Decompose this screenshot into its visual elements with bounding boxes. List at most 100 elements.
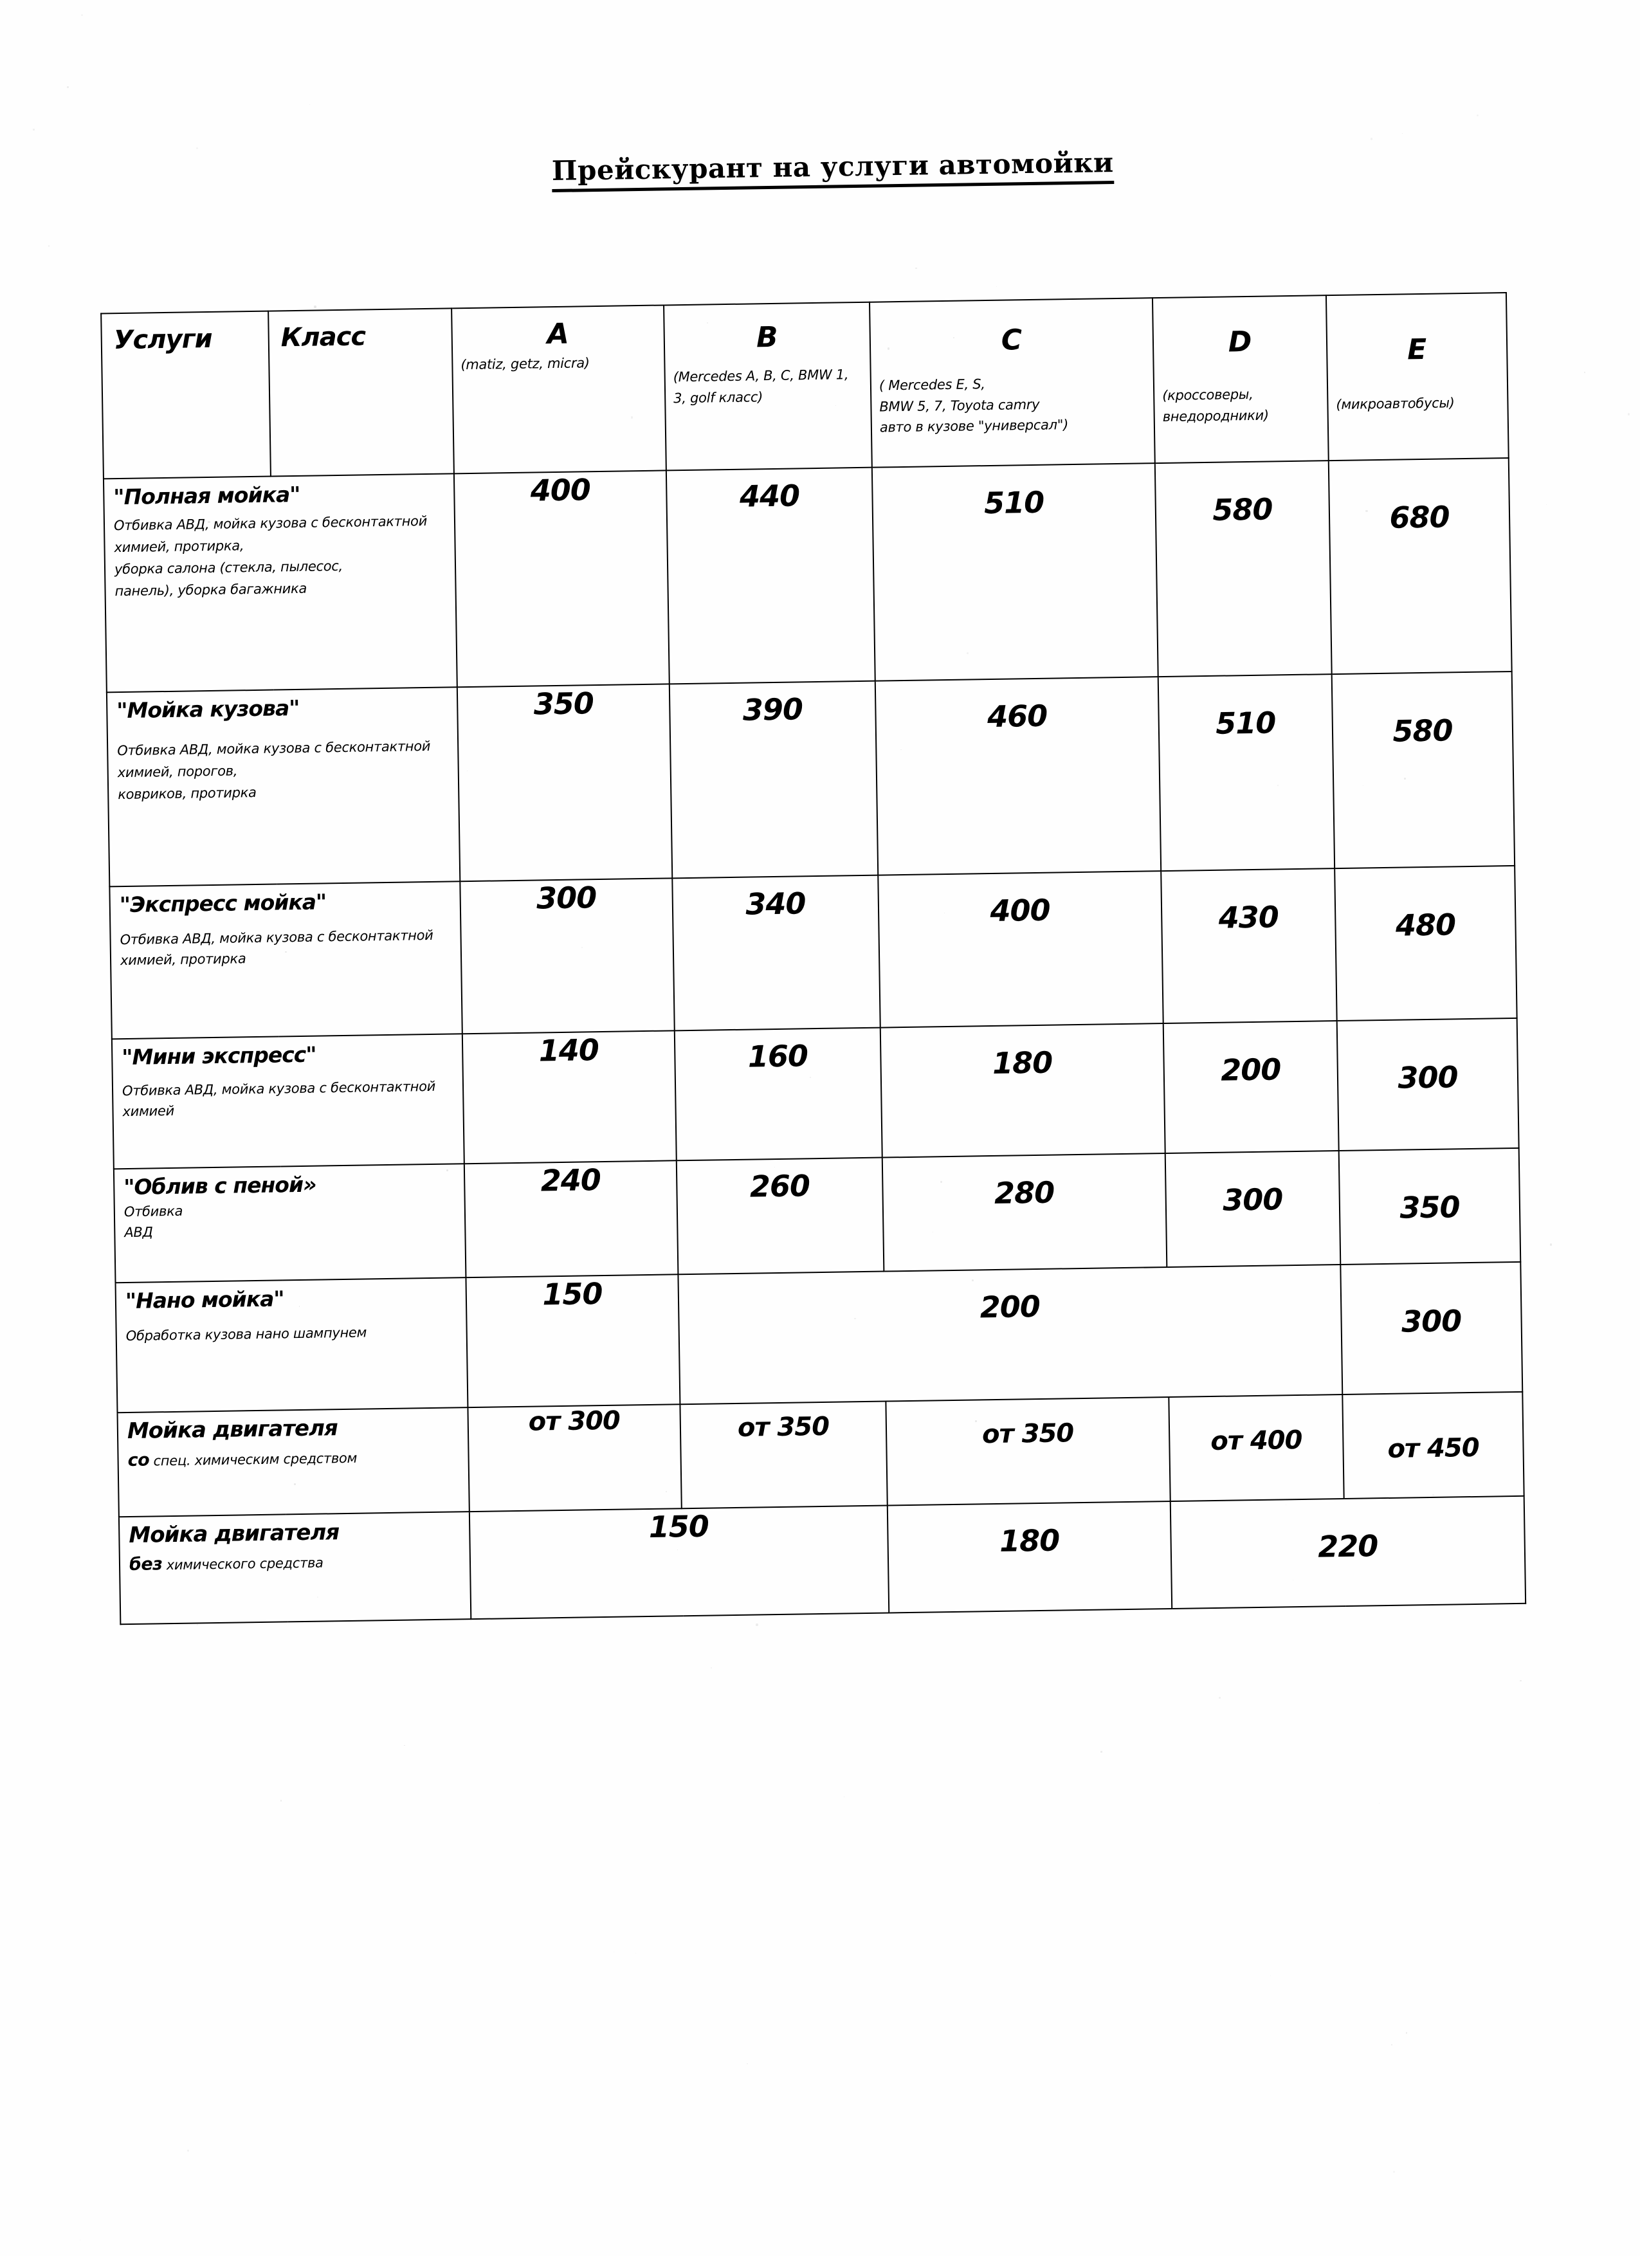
price-cell: 260 xyxy=(677,1158,884,1275)
price-cell: 680 xyxy=(1329,458,1512,674)
price-value: от 450 xyxy=(1343,1393,1523,1465)
price-value: 140 xyxy=(463,1031,675,1069)
price-cell: 350 xyxy=(1339,1148,1521,1265)
price-value: 680 xyxy=(1329,459,1509,536)
service-description: Отбивка АВД, мойка кузова с бесконтактно… xyxy=(105,506,455,606)
price-cell: 390 xyxy=(670,681,878,879)
price-cell: 400 xyxy=(878,871,1163,1028)
header-cell-services: Услуги xyxy=(101,311,271,479)
price-value: 300 xyxy=(1341,1263,1521,1340)
price-cell-merged: 200 xyxy=(678,1265,1342,1404)
table-header-row: Услуги Класс A (matiz, getz, micra) B (M… xyxy=(101,293,1509,479)
service-name: "Экспресс мойка" xyxy=(110,882,460,919)
price-table: Услуги Класс A (matiz, getz, micra) B (M… xyxy=(100,292,1526,1625)
price-value: 150 xyxy=(466,1275,678,1313)
service-name: "Нано мойка" xyxy=(116,1278,466,1315)
service-name: Мойка двигателя xyxy=(120,1512,469,1550)
price-cell: 280 xyxy=(882,1153,1167,1272)
price-value: 160 xyxy=(675,1029,880,1075)
price-cell: 340 xyxy=(672,875,880,1031)
price-cell: 400 xyxy=(454,470,670,687)
price-value: 430 xyxy=(1162,869,1335,936)
price-value: 300 xyxy=(1166,1151,1339,1218)
table-row: Мойка двигателя без химического средства… xyxy=(119,1496,1526,1624)
table-row: "Экспресс мойка" Отбивка АВД, мойка кузо… xyxy=(109,866,1517,1039)
price-value: от 350 xyxy=(680,1402,886,1444)
price-cell: 580 xyxy=(1332,672,1515,868)
header-cell-class-b: B (Mercedes A, B, C, BMW 1, 3, golf клас… xyxy=(664,302,872,471)
price-cell: от 450 xyxy=(1342,1392,1524,1499)
price-cell: от 300 xyxy=(468,1404,681,1512)
price-value: 350 xyxy=(1340,1149,1520,1226)
header-letter-a: A xyxy=(452,306,664,352)
price-value: 200 xyxy=(1164,1021,1337,1088)
table-row: "Мини экспресс" Отбивка АВД, мойка кузов… xyxy=(112,1018,1519,1169)
price-value: 150 xyxy=(470,1506,888,1548)
price-value: 280 xyxy=(883,1154,1165,1212)
price-value: 220 xyxy=(1171,1497,1524,1566)
price-cell: 240 xyxy=(464,1160,679,1277)
price-value: 350 xyxy=(458,684,670,722)
price-value: 300 xyxy=(460,879,672,917)
service-description: Отбивка АВД, мойка кузова с бесконтактно… xyxy=(113,1066,463,1126)
header-note-b: (Mercedes A, B, C, BMW 1, 3, golf класс) xyxy=(665,352,870,409)
price-cell: от 350 xyxy=(680,1402,887,1509)
price-value: от 350 xyxy=(886,1398,1169,1450)
price-value: 510 xyxy=(873,464,1155,522)
price-cell-merged: 150 xyxy=(469,1506,889,1620)
table-row: "Мойка кузова" Отбивка АВД, мойка кузова… xyxy=(107,672,1515,886)
service-description: спец. химическим средством xyxy=(153,1450,357,1469)
header-cell-class-c: C ( Mercedes E, S, BMW 5, 7, Toyota camr… xyxy=(870,298,1155,467)
price-cell: 580 xyxy=(1155,461,1332,677)
service-cell-foam-rinse: "Облив с пеной» Отбивка АВД xyxy=(114,1164,466,1283)
price-value: от 400 xyxy=(1169,1395,1342,1457)
header-cell-class-d: D (кроссоверы, внедородники) xyxy=(1153,295,1329,463)
service-description: Отбивка АВД xyxy=(115,1196,465,1247)
service-cell-nano-wash: "Нано мойка" Обработка кузова нано шампу… xyxy=(116,1277,468,1413)
price-value: 510 xyxy=(1159,675,1332,742)
price-cell: 350 xyxy=(457,684,672,881)
price-cell: 300 xyxy=(1340,1262,1522,1395)
price-value: 180 xyxy=(888,1502,1171,1560)
price-value: 390 xyxy=(670,682,875,729)
price-value: 340 xyxy=(673,876,878,923)
price-cell: 510 xyxy=(1158,674,1335,871)
table-row: "Нано мойка" Обработка кузова нано шампу… xyxy=(116,1262,1523,1413)
header-note-e: (микроавтобусы) xyxy=(1328,365,1508,416)
page-title: Прейскурант на услуги автомойки xyxy=(552,147,1115,192)
price-value: 580 xyxy=(1333,672,1513,749)
header-letter-b: B xyxy=(664,303,870,356)
price-value: от 300 xyxy=(468,1405,680,1438)
price-value: 400 xyxy=(879,872,1161,929)
header-services-label: Услуги xyxy=(102,312,268,356)
price-cell: от 400 xyxy=(1169,1395,1344,1501)
price-cell: от 350 xyxy=(886,1397,1170,1506)
service-name-qualifier: без xyxy=(129,1554,163,1575)
price-value: 480 xyxy=(1335,866,1515,944)
header-class-label: Класс xyxy=(269,309,451,352)
document-sheet: Прейскурант на услуги автомойки Услуги К… xyxy=(0,0,1640,2256)
service-cell-engine-wash-nochem: Мойка двигателя без химического средства xyxy=(119,1512,471,1624)
scan-skew-layer: Прейскурант на услуги автомойки Услуги К… xyxy=(0,0,1640,2268)
header-note-c: ( Mercedes E, S, BMW 5, 7, Toyota camry … xyxy=(871,354,1154,438)
table-row: Мойка двигателя со спец. химическим сред… xyxy=(117,1392,1524,1517)
price-value: 460 xyxy=(876,677,1158,735)
price-cell: 430 xyxy=(1161,868,1336,1023)
price-value: 580 xyxy=(1156,461,1329,528)
service-description: химического средства xyxy=(167,1555,323,1573)
service-cell-engine-wash-chem: Мойка двигателя со спец. химическим сред… xyxy=(117,1407,469,1517)
service-description: Отбивка АВД, мойка кузова с бесконтактно… xyxy=(111,913,460,974)
service-cell-full-wash: "Полная мойка" Отбивка АВД, мойка кузова… xyxy=(104,473,457,692)
service-name: "Облив с пеной» xyxy=(114,1164,464,1201)
table-row: "Облив с пеной» Отбивка АВД 240 260 280 … xyxy=(114,1148,1520,1283)
service-cell-mini-express: "Мини экспресс" Отбивка АВД, мойка кузов… xyxy=(112,1034,464,1169)
service-cell-express-wash: "Экспресс мойка" Отбивка АВД, мойка кузо… xyxy=(109,881,462,1039)
price-value: 400 xyxy=(455,471,666,509)
table-row: "Полная мойка" Отбивка АВД, мойка кузова… xyxy=(104,458,1512,692)
price-cell: 460 xyxy=(875,677,1161,875)
header-cell-class: Класс xyxy=(268,308,454,476)
price-cell: 180 xyxy=(880,1023,1165,1158)
price-cell-merged: 220 xyxy=(1171,1496,1526,1609)
service-cell-body-wash: "Мойка кузова" Отбивка АВД, мойка кузова… xyxy=(107,687,460,886)
header-letter-d: D xyxy=(1153,296,1326,360)
